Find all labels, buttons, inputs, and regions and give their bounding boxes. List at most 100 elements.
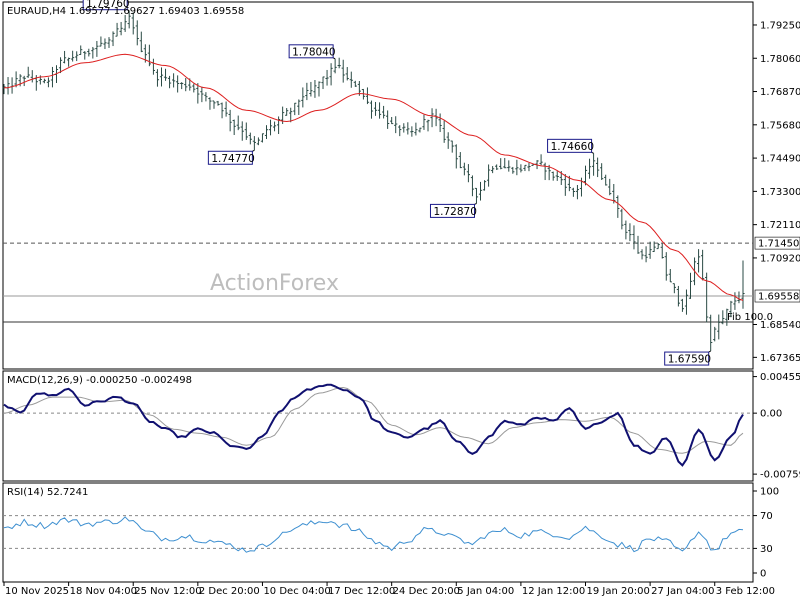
ohlc-bar [495, 164, 499, 170]
current-price-tag-box [754, 289, 800, 303]
ohlc-bar [701, 249, 705, 281]
ohlc-bar [628, 223, 632, 242]
rsi-line [3, 516, 744, 553]
ohlc-bar [127, 10, 131, 29]
ohlc-bar [236, 115, 240, 131]
ohlc-bar [176, 75, 180, 93]
ohlc-bar [272, 121, 277, 132]
ohlc-bar [87, 48, 91, 57]
ohlc-bar [591, 153, 596, 176]
resistance-tag: 1.71450 [754, 236, 800, 250]
ohlc-bar [632, 225, 636, 250]
ohlc-bar [317, 81, 321, 97]
callout-box [288, 44, 334, 59]
macd-layer [3, 383, 753, 467]
ohlc-bar [147, 44, 151, 67]
ohlc-bar [733, 292, 737, 310]
ohlc-bar [268, 119, 273, 136]
callout-value: 1.78040 [292, 46, 335, 58]
ohlc-bar [664, 252, 668, 281]
ohlc-bar [329, 63, 333, 86]
ohlc-bar [99, 36, 103, 47]
ohlc-bar [46, 77, 51, 88]
ohlc-bar [184, 78, 188, 92]
ohlc-bar [180, 82, 184, 90]
ohlc-bar [575, 184, 580, 200]
ohlc-bar [204, 92, 208, 102]
time-tick-label: 24 Dec 20:00 [393, 586, 460, 597]
ohlc-bar [71, 50, 75, 62]
ohlc-bar [208, 97, 212, 110]
ohlc-bar [172, 73, 176, 88]
ohlc-bar [398, 125, 402, 137]
ohlc-bar [680, 298, 685, 312]
price-tick-label: 1.76870 [760, 87, 800, 98]
ohlc-bar [91, 46, 95, 59]
ohlc-bar [75, 51, 79, 62]
callout-box [207, 150, 253, 165]
ohlc-bar [676, 285, 680, 307]
ohlc-bar [587, 158, 592, 179]
price-callout: 1.78040 [288, 44, 336, 60]
ohlc-bar [721, 310, 725, 325]
ohlc-bar [200, 86, 204, 103]
ohlc-bar [377, 102, 382, 119]
price-callout: 1.74770 [207, 149, 255, 165]
ohlc-bar [414, 122, 418, 136]
time-tick-label: 5 Jan 04:00 [457, 586, 514, 597]
rsi-tick-label: 100 [760, 487, 779, 498]
rsi-panel-frame [2, 482, 754, 583]
ohlc-bar [547, 164, 551, 181]
ohlc-bar [67, 57, 71, 67]
ohlc-bar [123, 14, 127, 32]
macd-panel-frame [2, 370, 754, 482]
ohlc-bar [624, 220, 628, 240]
ohlc-bar [353, 80, 357, 87]
ohlc-bar [115, 22, 119, 37]
ohlc-bar [604, 174, 608, 186]
ohlc-bar [696, 249, 701, 273]
current-price-tag: 1.69558 [754, 289, 800, 303]
ohlc-bar [519, 164, 523, 173]
time-tick-label: 2 Dec 20:00 [199, 586, 260, 597]
ohlc-bar [345, 67, 349, 81]
time-tick-label: 10 Nov 2025 [5, 586, 69, 597]
ohlc-bar [596, 157, 600, 178]
ohlc-bar [515, 159, 519, 176]
ohlc-bar [571, 187, 575, 197]
ohlc-bar [668, 269, 672, 283]
ohlc-bar [551, 171, 555, 181]
ohlc-bar [381, 105, 386, 119]
ohlc-bar [256, 137, 261, 146]
ohlc-bar [543, 162, 547, 181]
ohlc-bar [454, 144, 458, 169]
time-tick-label: 3 Feb 12:00 [716, 586, 775, 597]
ohlc-bar [422, 114, 426, 130]
ohlc-bar [656, 243, 660, 250]
ohlc-bar [462, 162, 466, 176]
ohlc-bar [466, 164, 470, 183]
ohlc-bar [426, 119, 430, 132]
ohlc-bar [22, 75, 26, 87]
callout-box [547, 138, 593, 153]
macd-line [3, 383, 744, 467]
ohlc-bar [486, 164, 491, 187]
ohlc-bar [503, 157, 507, 169]
ohlc-bar [111, 31, 115, 47]
time-tick-label: 25 Nov 12:00 [134, 586, 201, 597]
ohlc-bar [390, 117, 394, 125]
rsi-tick-label: 0 [760, 569, 766, 580]
macd-tick-label: 0.004553 [760, 372, 800, 383]
ohlc-bar [232, 119, 236, 136]
axis-layer: 1.79250 1.78060 1.76870 1.75680 1.74490 1.733… [3, 20, 800, 597]
ohlc-bar [301, 87, 305, 108]
time-tick-label: 10 Dec 04:00 [263, 586, 330, 597]
resistance-tag-text: 1.71450 [758, 239, 799, 250]
current-price-tag-text: 1.69558 [758, 292, 799, 303]
ohlc-bar [277, 116, 281, 134]
ohlc-bar [373, 101, 378, 116]
ohlc-bar [458, 152, 462, 169]
ohlc-bar [167, 75, 172, 89]
